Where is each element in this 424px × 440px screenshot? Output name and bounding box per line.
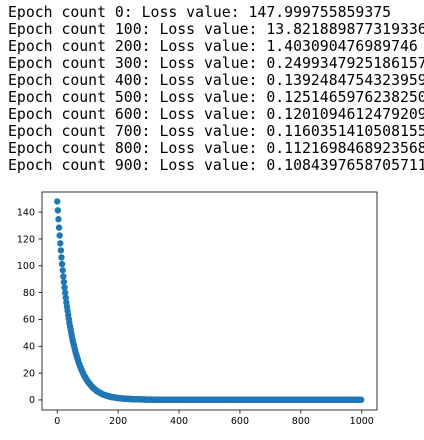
data-point xyxy=(58,260,66,268)
console-line: Epoch count 0: Loss value: 147.999755859… xyxy=(8,4,392,21)
console-line: Epoch count 500: Loss value: 0.125146597… xyxy=(8,89,424,106)
y-tick-label: 40 xyxy=(23,342,35,353)
x-tick-label: 600 xyxy=(231,416,249,427)
x-tick-label: 800 xyxy=(292,416,310,427)
loss-chart: 0 200 400 600 800 1000 0 20 40 60 80 100 120 140 xyxy=(17,191,378,427)
x-axis-ticks: 0 200 400 600 800 1000 xyxy=(54,410,374,427)
data-point xyxy=(357,396,365,403)
y-tick-label: 0 xyxy=(29,395,35,406)
console-line: Epoch count 300: Loss value: 0.249934792… xyxy=(8,55,424,72)
y-tick-label: 60 xyxy=(23,315,35,326)
y-tick-label: 120 xyxy=(17,234,35,245)
data-point xyxy=(57,247,65,254)
data-point xyxy=(59,267,66,274)
data-point xyxy=(62,294,69,301)
data-point xyxy=(56,232,63,239)
console-line: Epoch count 900: Loss value: 0.108439765… xyxy=(8,157,424,174)
data-point xyxy=(55,224,63,231)
data-point xyxy=(61,289,69,296)
y-tick-label: 80 xyxy=(23,288,35,299)
data-point xyxy=(61,284,68,291)
y-tick-label: 20 xyxy=(23,368,35,379)
console-line: Epoch count 200: Loss value: 1.403090476… xyxy=(8,38,418,55)
y-tick-label: 100 xyxy=(17,261,35,272)
scatter-points xyxy=(54,198,365,403)
data-point xyxy=(54,198,61,205)
console-line: Epoch count 600: Loss value: 0.120109461… xyxy=(8,106,424,123)
x-tick-label: 400 xyxy=(170,416,188,427)
y-axis-ticks: 0 20 40 60 80 100 120 140 xyxy=(17,207,42,406)
data-point xyxy=(57,240,64,247)
x-tick-label: 1000 xyxy=(350,416,374,427)
data-point xyxy=(58,254,65,261)
console-line: Epoch count 100: Loss value: 13.82188987… xyxy=(8,21,424,38)
data-point xyxy=(60,278,68,286)
data-point xyxy=(55,216,62,223)
plot-area-frame xyxy=(41,191,378,411)
console-line: Epoch count 800: Loss value: 0.112169846… xyxy=(8,140,424,157)
console-line: Epoch count 700: Loss value: 0.116035141… xyxy=(8,123,424,140)
console-output: Epoch count 0: Loss value: 147.999755859… xyxy=(8,4,424,174)
x-tick-label: 0 xyxy=(54,416,60,427)
y-tick-label: 140 xyxy=(17,207,35,218)
data-point xyxy=(60,273,67,280)
data-point xyxy=(54,207,62,214)
x-tick-label: 200 xyxy=(109,416,127,427)
console-line: Epoch count 400: Loss value: 0.139248475… xyxy=(8,72,424,89)
